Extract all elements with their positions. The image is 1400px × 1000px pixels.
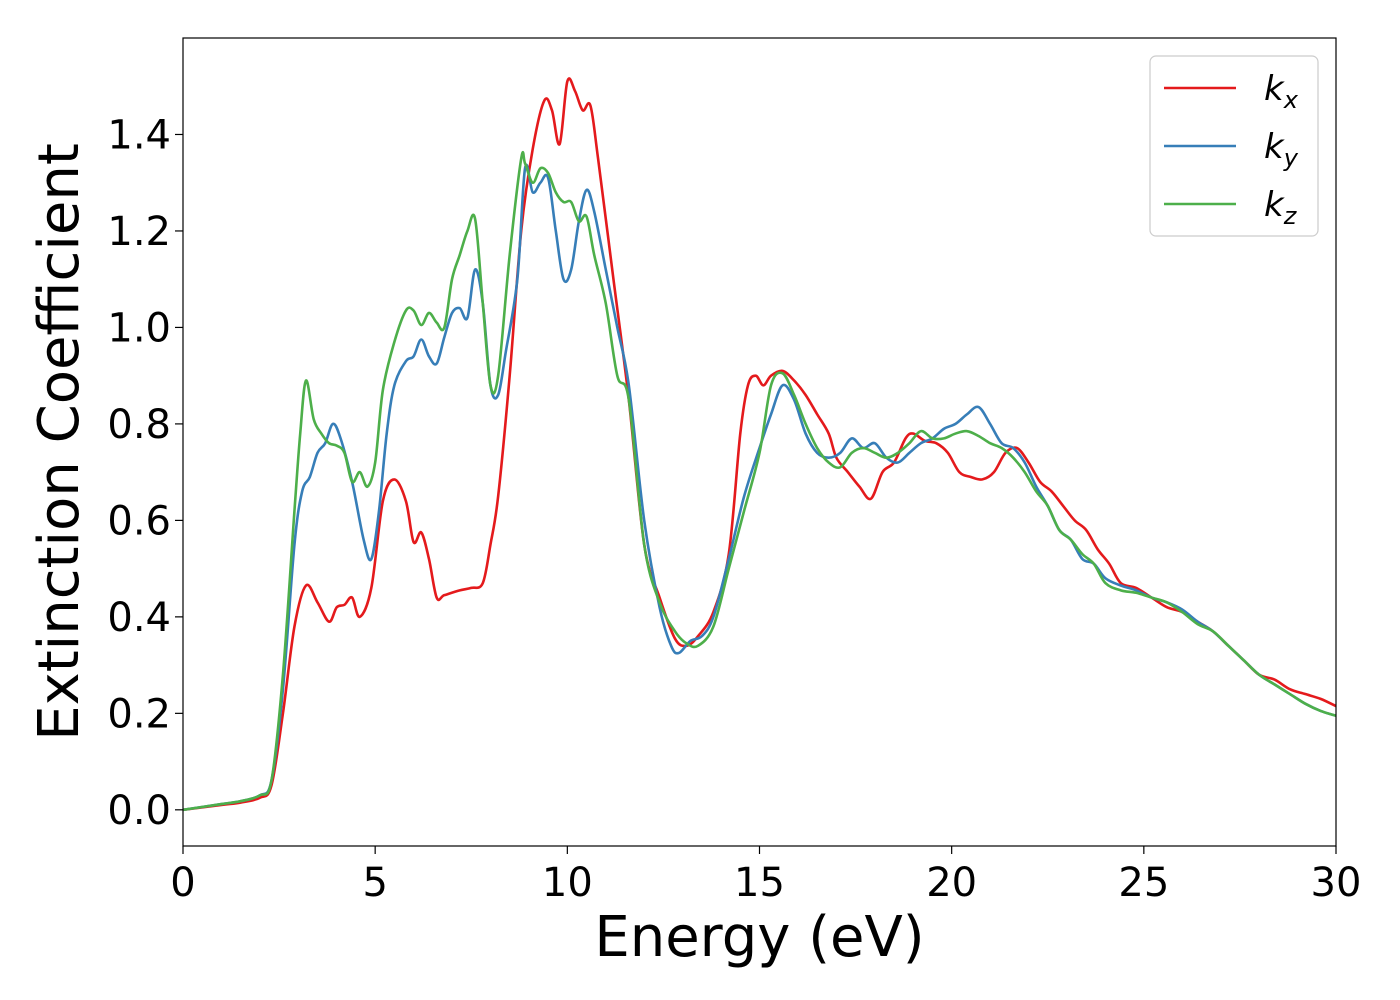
x-tick-label: 5	[362, 860, 387, 906]
y-tick-label: 0.4	[107, 595, 171, 641]
x-tick-label: 25	[1118, 860, 1169, 906]
legend: kx ky kz	[1149, 55, 1319, 237]
x-tick-label: 15	[734, 860, 785, 906]
legend-label-x: kx	[1264, 69, 1299, 114]
series-lines	[183, 77, 1336, 812]
y-tick-label: 1.4	[107, 112, 171, 158]
series-line-z	[183, 151, 1336, 812]
y-tick-label: 0.6	[107, 498, 171, 544]
legend-label-y: ky	[1264, 127, 1299, 172]
x-tick-label: 10	[542, 860, 593, 906]
series-line-x	[183, 77, 1336, 812]
y-tick-label: 0.2	[107, 691, 171, 737]
x-axis: 0 5 10 15 20 25 30	[170, 846, 1361, 906]
legend-label-z: kz	[1264, 185, 1298, 230]
y-tick-label: 0.8	[107, 402, 171, 448]
y-tick-label: 1.0	[107, 305, 171, 351]
x-tick-label: 0	[170, 860, 195, 906]
y-tick-label: 1.2	[107, 209, 171, 255]
y-tick-label: 0.0	[107, 788, 171, 834]
x-tick-label: 20	[926, 860, 977, 906]
x-axis-title: Energy (eV)	[594, 905, 924, 970]
y-axis-title: Extinction Coefficient	[27, 143, 92, 741]
y-axis: 0.0 0.2 0.4 0.6 0.8 1.0 1.2 1.4	[107, 112, 183, 834]
series-line-y	[183, 163, 1336, 812]
x-tick-label: 30	[1311, 860, 1362, 906]
